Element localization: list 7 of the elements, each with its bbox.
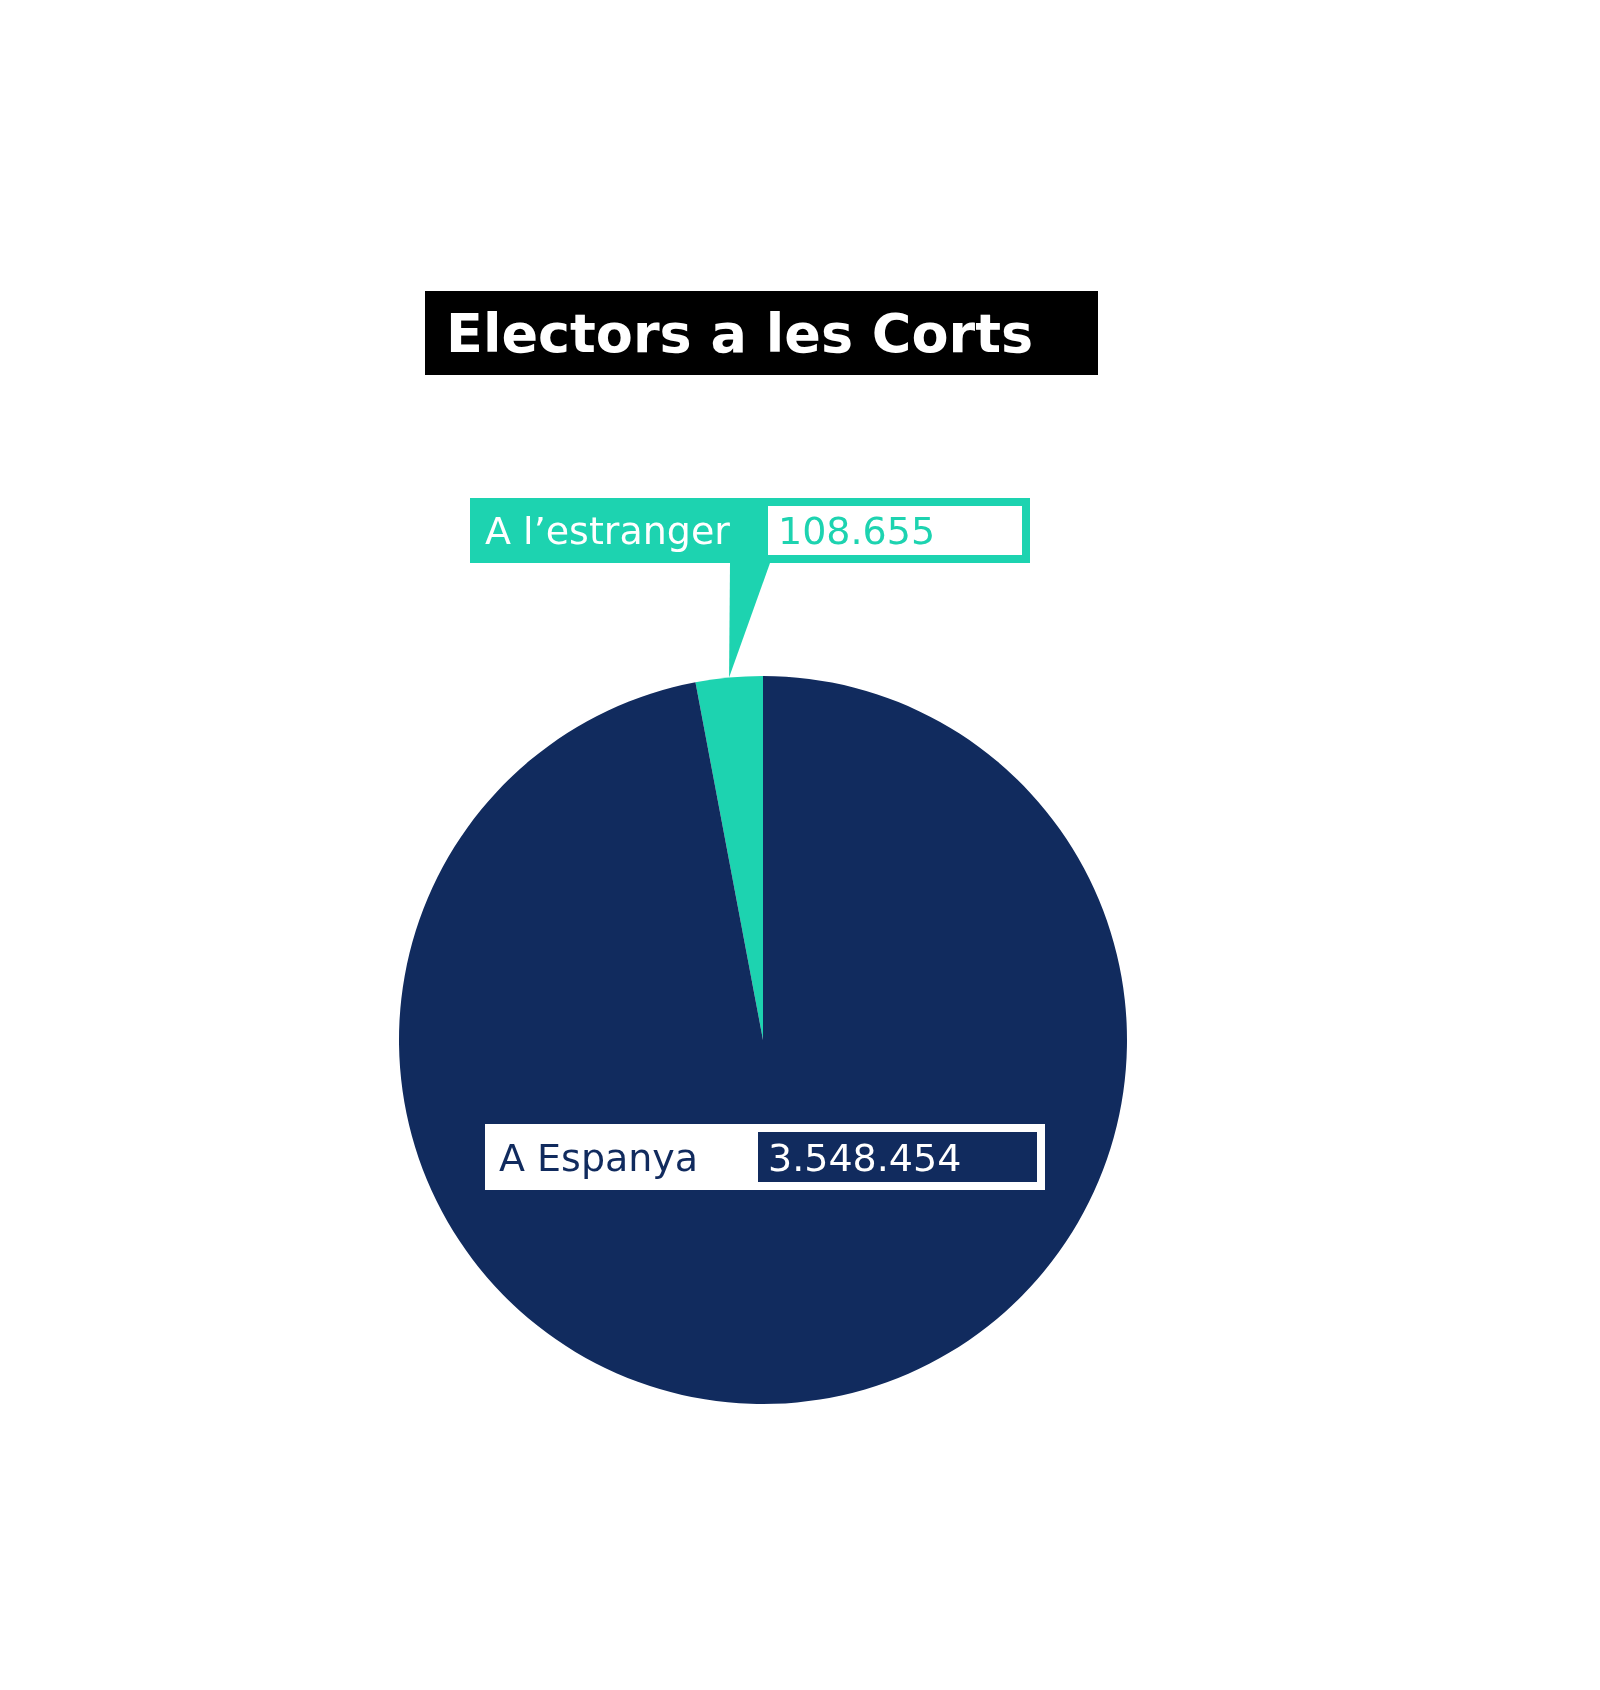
data-label: 108.655 (778, 509, 936, 553)
slice-label: A Espanya (499, 1136, 699, 1180)
pie-slice (695, 676, 763, 1040)
data-label: 3.548.454 (768, 1136, 962, 1180)
pie-slice (399, 676, 1127, 1404)
slice-label: A l’estranger (485, 509, 731, 553)
chart-title: Electors a les Corts (446, 302, 1034, 365)
